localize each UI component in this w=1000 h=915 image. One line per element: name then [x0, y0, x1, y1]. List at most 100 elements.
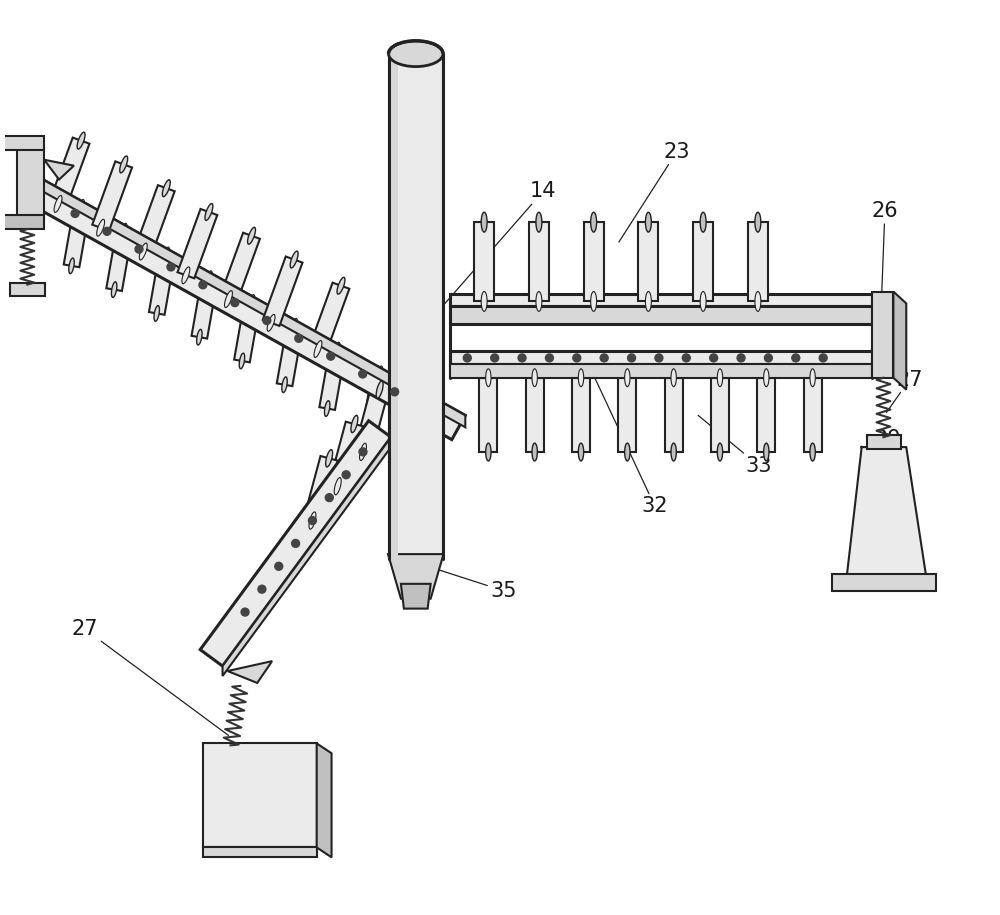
Ellipse shape — [671, 443, 676, 461]
Polygon shape — [203, 743, 317, 847]
Ellipse shape — [645, 292, 651, 311]
Polygon shape — [203, 847, 317, 857]
Polygon shape — [450, 364, 872, 378]
Polygon shape — [584, 222, 604, 301]
Circle shape — [263, 317, 271, 325]
Polygon shape — [526, 378, 544, 452]
Text: 27: 27 — [72, 619, 228, 736]
Ellipse shape — [377, 366, 383, 382]
Ellipse shape — [360, 443, 366, 460]
Ellipse shape — [351, 415, 358, 433]
Polygon shape — [0, 215, 44, 229]
Polygon shape — [389, 54, 443, 559]
Text: 32: 32 — [589, 366, 668, 516]
Circle shape — [391, 388, 399, 396]
Circle shape — [573, 354, 581, 361]
Ellipse shape — [810, 443, 815, 461]
Polygon shape — [50, 137, 89, 207]
Circle shape — [308, 517, 316, 524]
Ellipse shape — [154, 306, 159, 321]
Circle shape — [518, 354, 526, 361]
Polygon shape — [450, 351, 872, 364]
Ellipse shape — [292, 318, 298, 334]
Ellipse shape — [182, 267, 190, 284]
Ellipse shape — [139, 243, 147, 260]
Circle shape — [342, 471, 350, 479]
Circle shape — [710, 354, 718, 361]
Polygon shape — [893, 292, 906, 390]
Polygon shape — [319, 349, 345, 410]
Ellipse shape — [282, 377, 287, 393]
Polygon shape — [572, 378, 590, 452]
Ellipse shape — [239, 353, 245, 369]
Circle shape — [792, 354, 800, 361]
Ellipse shape — [764, 443, 769, 461]
Circle shape — [231, 298, 239, 307]
Ellipse shape — [69, 258, 74, 274]
Ellipse shape — [335, 342, 340, 358]
Polygon shape — [450, 307, 872, 324]
Ellipse shape — [645, 212, 651, 232]
Polygon shape — [310, 283, 349, 352]
Ellipse shape — [122, 223, 127, 239]
Ellipse shape — [389, 41, 443, 67]
Polygon shape — [223, 437, 391, 676]
Ellipse shape — [111, 282, 117, 297]
Text: 27: 27 — [886, 370, 923, 413]
Polygon shape — [0, 136, 44, 150]
Polygon shape — [693, 222, 713, 301]
Polygon shape — [277, 325, 303, 386]
Circle shape — [103, 227, 111, 235]
Ellipse shape — [578, 443, 584, 461]
Polygon shape — [362, 372, 388, 434]
Circle shape — [199, 281, 207, 289]
Polygon shape — [92, 161, 132, 231]
Circle shape — [600, 354, 608, 361]
Ellipse shape — [481, 212, 487, 232]
Polygon shape — [847, 447, 926, 576]
Ellipse shape — [79, 199, 85, 215]
Ellipse shape — [314, 340, 322, 358]
Polygon shape — [329, 422, 363, 489]
Polygon shape — [17, 148, 44, 221]
Polygon shape — [450, 295, 872, 307]
Ellipse shape — [197, 329, 202, 345]
Circle shape — [819, 354, 827, 361]
Polygon shape — [389, 54, 397, 559]
Text: 33: 33 — [698, 415, 772, 476]
Circle shape — [359, 370, 367, 378]
Ellipse shape — [250, 295, 255, 310]
Ellipse shape — [248, 227, 255, 244]
Ellipse shape — [536, 292, 542, 311]
Circle shape — [764, 354, 772, 361]
Polygon shape — [401, 584, 431, 608]
Polygon shape — [149, 253, 175, 315]
Circle shape — [295, 334, 303, 342]
Ellipse shape — [326, 449, 333, 467]
Text: 26: 26 — [872, 201, 898, 299]
Ellipse shape — [536, 212, 542, 232]
Ellipse shape — [486, 369, 491, 387]
Polygon shape — [832, 574, 936, 591]
Ellipse shape — [97, 220, 105, 236]
Ellipse shape — [324, 401, 330, 416]
Polygon shape — [474, 222, 494, 301]
Ellipse shape — [625, 443, 630, 461]
Ellipse shape — [755, 212, 761, 232]
Polygon shape — [867, 436, 901, 449]
Circle shape — [737, 354, 745, 361]
Circle shape — [628, 354, 636, 361]
Polygon shape — [220, 232, 260, 302]
Polygon shape — [479, 378, 497, 452]
Polygon shape — [711, 378, 729, 452]
Polygon shape — [192, 277, 217, 339]
Ellipse shape — [337, 277, 345, 294]
Ellipse shape — [486, 443, 491, 461]
Circle shape — [359, 447, 367, 456]
Circle shape — [135, 245, 143, 253]
Circle shape — [491, 354, 499, 361]
Circle shape — [682, 354, 690, 361]
Polygon shape — [317, 743, 332, 857]
Polygon shape — [64, 206, 90, 267]
Circle shape — [292, 540, 300, 547]
